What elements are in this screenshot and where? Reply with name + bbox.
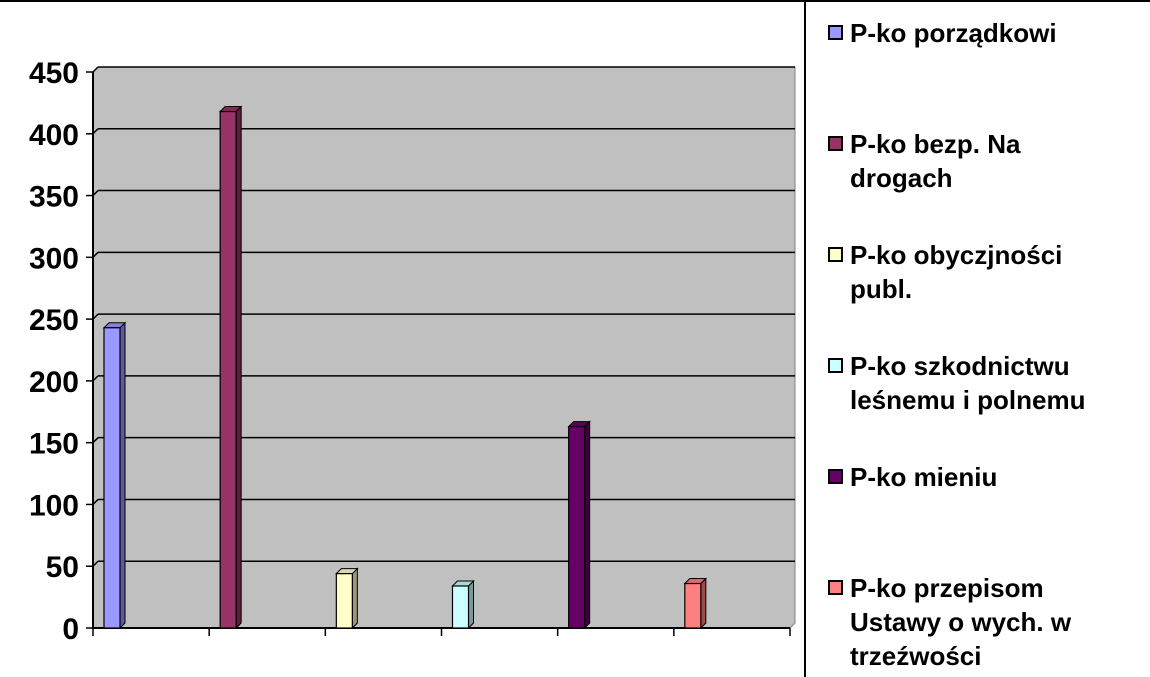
- legend: P-ko porządkowi P-ko bezp. Na drogach P-k…: [804, 0, 1150, 677]
- legend-label-3: P-ko szkodnictwu leśnemu i polnemu: [850, 351, 1086, 415]
- y-tick-label-8: 400: [29, 119, 79, 152]
- legend-swatch-2: [828, 247, 843, 262]
- bar-side-2: [351, 567, 358, 630]
- legend-swatch-3: [828, 358, 843, 373]
- bar-5: [684, 582, 702, 629]
- legend-item-1: P-ko bezp. Na drogach: [828, 127, 1148, 195]
- gridline-diag-9: [92, 66, 99, 73]
- bar-side-0: [119, 321, 126, 630]
- legend-label-0: P-ko porządkowi: [850, 18, 1057, 48]
- y-tick-label-6: 300: [29, 242, 79, 275]
- legend-swatch-4: [828, 469, 843, 484]
- y-tick-label-3: 150: [29, 428, 79, 461]
- top-border: [0, 0, 1150, 2]
- legend-swatch-0: [828, 25, 843, 40]
- legend-swatch-1: [828, 136, 843, 151]
- y-tick-label-2: 100: [29, 489, 79, 522]
- y-tick-label-7: 350: [29, 181, 79, 214]
- y-tick-label-0: 0: [62, 613, 79, 646]
- legend-label-1: P-ko bezp. Na drogach: [850, 129, 1021, 193]
- bar-side-4: [584, 420, 591, 630]
- legend-item-2: P-ko obyczjności publ.: [828, 238, 1148, 306]
- legend-item-3: P-ko szkodnictwu leśnemu i polnemu: [828, 349, 1148, 417]
- y-tick-label-4: 200: [29, 366, 79, 399]
- bar-1: [219, 110, 237, 629]
- bar-0: [103, 327, 121, 629]
- y-tick-label-9: 450: [29, 57, 79, 90]
- legend-item-0: P-ko porządkowi: [828, 16, 1148, 50]
- bar-3: [451, 585, 470, 629]
- plot-area: [92, 66, 796, 629]
- bar-2: [335, 573, 353, 629]
- legend-label-4: P-ko mieniu: [850, 462, 998, 492]
- bar-side-1: [235, 105, 242, 630]
- legend-swatch-5: [828, 580, 843, 595]
- legend-label-5: P-ko przepisom Ustawy o wych. w trzeźwości: [850, 573, 1072, 671]
- bar-side-3: [468, 579, 474, 630]
- y-tick-label-5: 250: [29, 304, 79, 337]
- legend-item-4: P-ko mieniu: [828, 460, 1148, 494]
- bar-side-5: [700, 577, 707, 630]
- legend-item-5: P-ko przepisom Ustawy o wych. w trzeźwości: [828, 571, 1148, 673]
- legend-label-2: P-ko obyczjności publ.: [850, 240, 1063, 304]
- bar-4: [568, 426, 586, 629]
- y-tick-label-1: 50: [46, 551, 79, 584]
- chart-svg: 0 50 100 150 200 250 300 350 400 450: [29, 57, 796, 646]
